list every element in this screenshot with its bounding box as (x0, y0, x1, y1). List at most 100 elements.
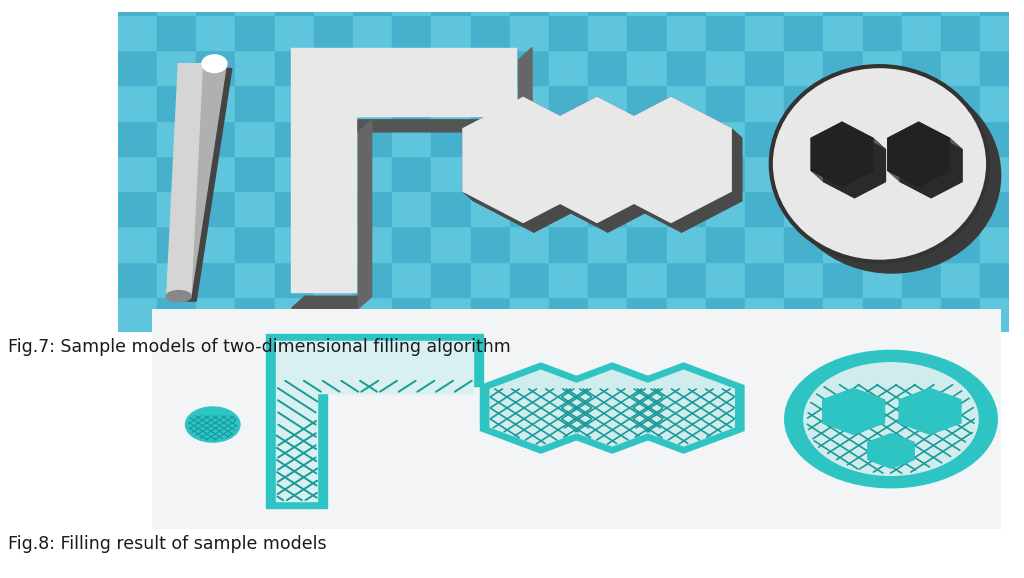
Bar (313, 191, 353, 227)
Bar (197, 86, 236, 121)
Bar (628, 86, 667, 121)
Bar (744, 15, 784, 50)
Polygon shape (888, 122, 931, 150)
Bar (784, 50, 823, 86)
Bar (980, 0, 1019, 15)
Polygon shape (823, 134, 886, 198)
Bar (471, 227, 510, 262)
Bar (549, 191, 588, 227)
Bar (236, 0, 274, 15)
Bar (353, 86, 392, 121)
Bar (392, 0, 431, 15)
Bar (628, 262, 667, 297)
Bar (941, 262, 980, 297)
Bar (157, 156, 197, 191)
Bar (588, 227, 628, 262)
Bar (274, 50, 313, 86)
Bar (549, 0, 588, 15)
Polygon shape (490, 370, 592, 446)
Polygon shape (537, 97, 657, 223)
Polygon shape (561, 370, 663, 446)
Bar (1019, 227, 1024, 262)
Bar (118, 15, 157, 50)
Polygon shape (597, 97, 668, 138)
Bar (941, 297, 980, 332)
Polygon shape (463, 129, 474, 201)
Bar (118, 191, 157, 227)
Bar (1019, 50, 1024, 86)
Bar (784, 0, 823, 15)
Bar (510, 262, 549, 297)
Polygon shape (537, 191, 608, 232)
Bar (353, 227, 392, 262)
Bar (431, 15, 471, 50)
Bar (431, 262, 471, 297)
Circle shape (783, 77, 1000, 273)
Polygon shape (888, 171, 931, 198)
Bar (392, 227, 431, 262)
Bar (313, 262, 353, 297)
Polygon shape (167, 64, 226, 297)
Bar (628, 0, 667, 15)
Polygon shape (872, 138, 886, 181)
Bar (902, 50, 941, 86)
Bar (744, 86, 784, 121)
Bar (588, 86, 628, 121)
Bar (862, 86, 902, 121)
Bar (862, 297, 902, 332)
Bar (823, 86, 862, 121)
Bar (471, 191, 510, 227)
Bar (471, 50, 510, 86)
Polygon shape (633, 370, 734, 446)
Bar (862, 156, 902, 191)
Bar (784, 227, 823, 262)
Bar (862, 227, 902, 262)
Bar (744, 50, 784, 86)
Polygon shape (266, 334, 483, 508)
Bar (902, 15, 941, 50)
Bar (118, 227, 157, 262)
Bar (274, 86, 313, 121)
Bar (823, 297, 862, 332)
Polygon shape (167, 64, 203, 297)
Bar (941, 86, 980, 121)
Bar (784, 156, 823, 191)
Bar (157, 262, 197, 297)
Bar (274, 121, 313, 156)
Bar (431, 156, 471, 191)
Polygon shape (811, 171, 854, 198)
Polygon shape (899, 388, 961, 435)
Bar (1019, 191, 1024, 227)
Bar (667, 262, 706, 297)
Bar (628, 50, 667, 86)
Bar (510, 191, 549, 227)
Polygon shape (811, 122, 854, 150)
Bar (706, 121, 744, 156)
Polygon shape (919, 122, 962, 150)
Bar (980, 156, 1019, 191)
Bar (628, 297, 667, 332)
Bar (197, 50, 236, 86)
Bar (980, 227, 1019, 262)
Polygon shape (671, 97, 741, 138)
Bar (549, 15, 588, 50)
Bar (236, 15, 274, 50)
Bar (706, 297, 744, 332)
Bar (118, 156, 157, 191)
Polygon shape (552, 363, 673, 453)
Bar (667, 86, 706, 121)
Bar (431, 227, 471, 262)
Polygon shape (888, 122, 949, 186)
Bar (1019, 121, 1024, 156)
Bar (823, 50, 862, 86)
Bar (392, 86, 431, 121)
Bar (236, 191, 274, 227)
Ellipse shape (202, 55, 227, 72)
Bar (980, 50, 1019, 86)
Bar (353, 262, 392, 297)
Bar (313, 227, 353, 262)
Bar (744, 156, 784, 191)
Bar (392, 297, 431, 332)
Bar (902, 227, 941, 262)
Bar (941, 227, 980, 262)
